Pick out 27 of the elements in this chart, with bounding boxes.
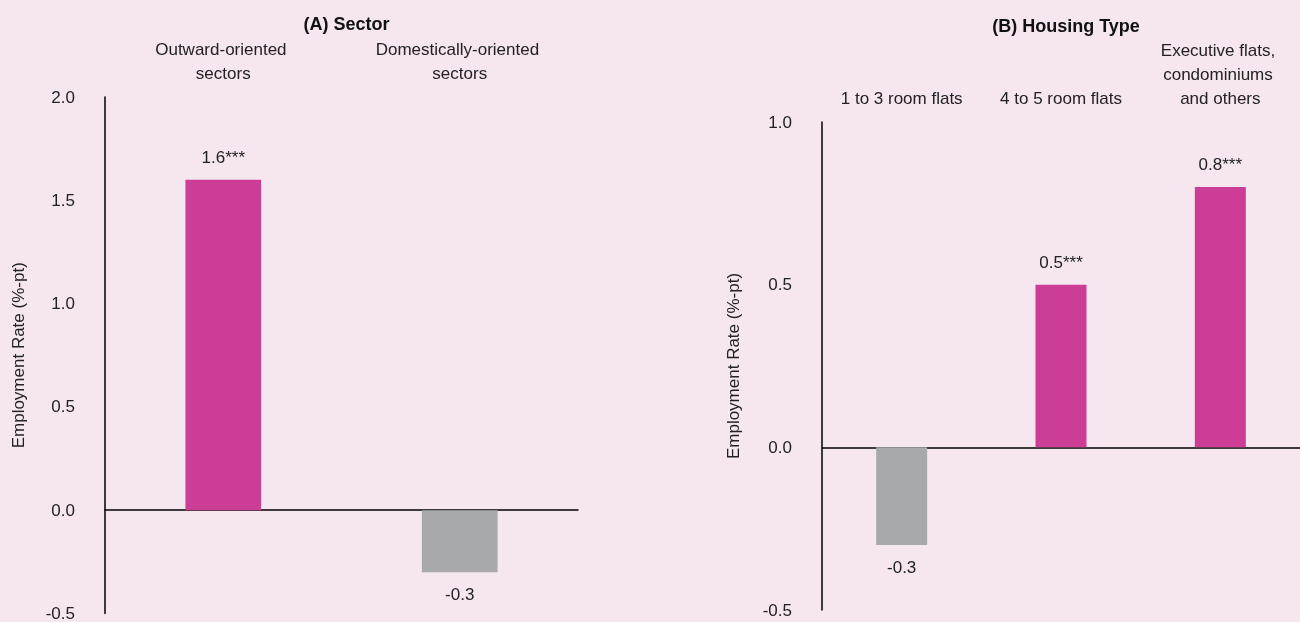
y-tick-label: 2.0	[51, 87, 75, 107]
chart-title: (B) Housing Type	[992, 16, 1140, 36]
x-tick-label: Executive flats, condominiums and others	[1160, 40, 1280, 108]
y-tick-label: 1.0	[51, 294, 75, 314]
bar	[1194, 187, 1246, 448]
chart-title: (A) Sector	[303, 14, 390, 34]
data-label: 1.6***	[201, 147, 246, 167]
y-tick-label: 0.5	[768, 275, 792, 295]
y-axis-title: Employment Rate (%-pt)	[9, 262, 28, 449]
y-tick-label: -0.5	[45, 604, 75, 622]
y-tick-label: 0.0	[51, 500, 75, 520]
bar	[876, 447, 928, 545]
x-tick-label: Outward-oriented sectors	[155, 39, 292, 83]
y-tick-label: 1.0	[768, 112, 792, 132]
x-tick-label: 4 to 5 room flats	[1000, 88, 1122, 108]
y-tick-label: 1.5	[51, 190, 75, 210]
x-tick-label: Domestically-oriented sectors	[375, 39, 544, 83]
x-tick-label: 1 to 3 room flats	[840, 88, 963, 108]
data-label: 0.5***	[1039, 252, 1084, 272]
y-axis-title: Employment Rate (%-pt)	[724, 272, 743, 460]
y-tick-label: 0.5	[51, 397, 75, 417]
data-label: 0.8***	[1198, 155, 1243, 175]
y-tick-label: -0.5	[762, 600, 792, 620]
data-label: -0.3	[445, 585, 475, 605]
bar	[1035, 284, 1087, 448]
y-tick-label: 0.0	[768, 437, 792, 457]
data-label: -0.3	[887, 557, 917, 577]
